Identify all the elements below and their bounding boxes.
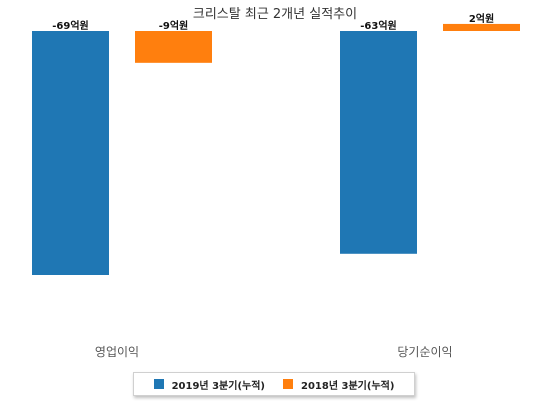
bar-series0-cat1 — [340, 31, 417, 254]
legend-swatch-0 — [153, 379, 164, 389]
data-labels-group: -69억원 -63억원 -9억원 2억원 — [52, 12, 494, 32]
legend: 2019년 3분기(누적) 2018년 3분기(누적) — [133, 372, 415, 396]
legend-label-1: 2018년 3분기(누적) — [301, 380, 395, 392]
legend-item-0: 2019년 3분기(누적) — [153, 377, 265, 392]
bar-series1-cat0 — [135, 31, 212, 63]
legend-label-0: 2019년 3분기(누적) — [171, 380, 265, 392]
category-label-1: 당기순이익 — [397, 345, 452, 359]
legend-item-1: 2018년 3분기(누적) — [283, 377, 394, 392]
bars-group — [32, 23, 520, 275]
data-label-series1-cat1: 2억원 — [469, 12, 494, 25]
bar-series1-cat1 — [443, 23, 520, 31]
legend-swatch-1 — [283, 379, 293, 389]
data-label-series1-cat0: -9억원 — [159, 19, 189, 32]
data-label-series0-cat0: -69억원 — [52, 19, 88, 32]
bar-series0-cat0 — [32, 31, 109, 275]
data-label-series0-cat1: -63억원 — [360, 19, 396, 32]
category-label-0: 영업이익 — [95, 345, 139, 359]
chart-title: 크리스탈 최근 2개년 실적추이 — [193, 7, 357, 22]
